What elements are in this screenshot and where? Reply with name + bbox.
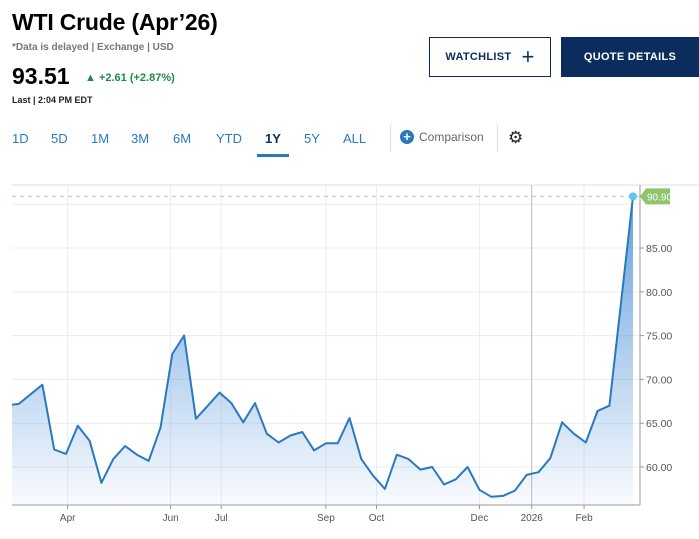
x-tick-label: Dec xyxy=(471,513,489,524)
x-tick-label: Feb xyxy=(575,513,593,524)
range-tab-1d[interactable]: 1D xyxy=(12,131,29,146)
y-tick-label: 75.00 xyxy=(646,331,672,343)
gear-icon[interactable]: ⚙ xyxy=(508,128,524,147)
data-disclaimer: *Data is delayed | Exchange | USD xyxy=(12,42,174,53)
range-tab-5d[interactable]: 5D xyxy=(51,131,68,146)
range-tab-ytd[interactable]: YTD xyxy=(216,131,242,146)
y-tick-label: 60.00 xyxy=(646,462,672,474)
comparison-label: Comparison xyxy=(419,130,484,144)
price-change: ▲ +2.61 (+2.87%) xyxy=(85,72,175,84)
x-tick-label: Jun xyxy=(163,513,179,524)
y-tick-label: 65.00 xyxy=(646,418,672,430)
plus-circle-icon: + xyxy=(400,130,414,144)
range-tab-6m[interactable]: 6M xyxy=(173,131,192,146)
x-tick-label: Oct xyxy=(369,513,385,524)
plus-icon: + xyxy=(521,44,535,69)
quote-details-button[interactable]: QUOTE DETAILS xyxy=(561,37,699,77)
last-time: Last | 2:04 PM EDT xyxy=(12,95,93,105)
range-tab-all[interactable]: ALL xyxy=(343,131,367,146)
price-area xyxy=(12,196,633,505)
x-tick-label: 2026 xyxy=(521,513,544,524)
watchlist-label: WATCHLIST xyxy=(445,51,512,63)
y-tick-label: 85.00 xyxy=(646,243,672,255)
range-tab-3m[interactable]: 3M xyxy=(131,131,150,146)
divider xyxy=(390,125,391,152)
page-title: WTI Crude (Apr’26) xyxy=(12,9,218,35)
change-value: +2.61 (+2.87%) xyxy=(98,72,175,84)
x-tick-label: Jul xyxy=(215,513,228,524)
divider xyxy=(497,125,498,152)
last-point-dot xyxy=(629,192,637,201)
y-tick-label: 70.00 xyxy=(646,374,672,386)
range-tab-5y[interactable]: 5Y xyxy=(304,131,320,146)
watchlist-button[interactable]: WATCHLIST + xyxy=(429,37,551,77)
y-tick-label: 80.00 xyxy=(646,287,672,299)
last-price: 93.51 xyxy=(12,63,70,89)
range-tab-1y[interactable]: 1Y xyxy=(257,127,289,157)
x-tick-label: Sep xyxy=(317,513,335,524)
range-tab-1m[interactable]: 1M xyxy=(91,131,110,146)
last-price-badge xyxy=(640,188,670,205)
comparison-button[interactable]: + Comparison xyxy=(400,130,484,144)
up-arrow-icon: ▲ xyxy=(85,72,96,84)
last-price-label: 90.90 xyxy=(647,192,672,203)
price-line xyxy=(11,196,634,498)
x-tick-label: Apr xyxy=(60,513,76,524)
